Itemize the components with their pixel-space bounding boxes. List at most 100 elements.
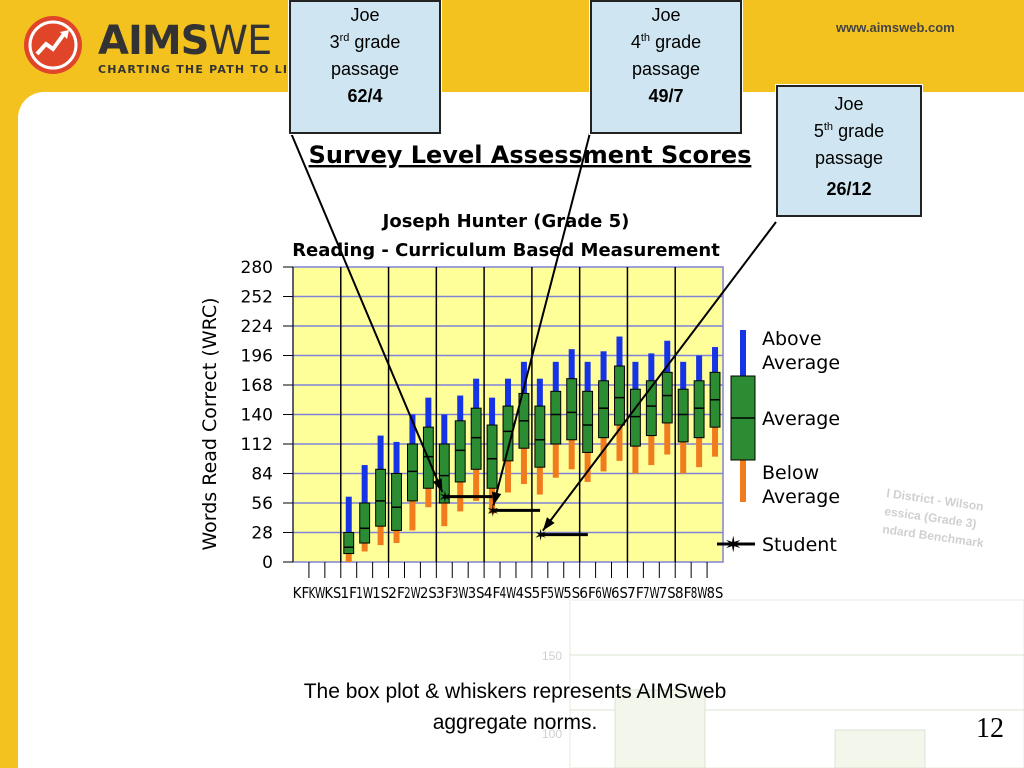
box-above-5F <box>536 378 543 407</box>
logo-wordmark-bold: AIMS <box>98 18 209 64</box>
callout-grade-5-name: Joe <box>834 94 864 114</box>
x-tick-label-7F: 7F <box>627 584 644 602</box>
x-tick-label-4S: 4S <box>516 584 533 602</box>
box-above-1W <box>361 465 368 503</box>
y-tick-label-196: 196 <box>241 347 273 367</box>
y-tick-label-280: 280 <box>241 258 273 278</box>
box-below-5S <box>568 439 575 470</box>
x-tick-label-1F: 1F <box>340 584 357 602</box>
callout-grade-4: Joe 4th grade passage 49/7 <box>590 0 742 134</box>
callout-grade-5-grade: 5th grade <box>778 118 920 145</box>
box-below-4F <box>489 488 496 514</box>
x-tick-label-KF: KF <box>293 584 310 602</box>
box-average-2F <box>391 473 402 531</box>
box-below-3F <box>441 503 448 527</box>
x-tick-label-5S: 5S <box>563 584 580 602</box>
box-below-3S <box>473 469 480 501</box>
y-tick-label-168: 168 <box>241 376 273 396</box>
x-tick-label-1S: 1S <box>372 584 389 602</box>
x-tick-label-4F: 4F <box>484 584 501 602</box>
box-above-7W <box>648 353 655 381</box>
box-above-4W <box>505 378 511 407</box>
x-tick-label-2W: 2W <box>404 584 421 602</box>
x-tick-label-KW: KW <box>309 584 326 602</box>
box-below-4W <box>505 460 511 493</box>
box-above-6S <box>616 336 623 367</box>
aimsweb-logo-icon <box>24 16 82 74</box>
box-average-3F <box>438 443 450 504</box>
box-below-1F <box>345 553 352 562</box>
pointer-arrow-5F <box>542 517 555 531</box>
box-below-4S <box>520 448 527 485</box>
x-tick-label-6W: 6W <box>595 584 612 602</box>
callout-grade-3-score: 62/4 <box>347 86 383 106</box>
x-tick-label-4W: 4W <box>500 584 517 602</box>
student-mark-4F: ✶ <box>486 501 499 520</box>
callout-grade-5: Joe 5th grade passage 26/12 <box>776 85 922 217</box>
logo-wordmark-light: WE <box>208 18 272 64</box>
box-average-1F <box>343 532 355 555</box>
website-url: www.aimsweb.com <box>836 20 955 35</box>
box-above-2W <box>409 414 416 444</box>
box-below-8F <box>680 441 687 474</box>
box-average-8W <box>693 380 705 439</box>
box-below-7S <box>664 422 671 455</box>
callout-grade-3-suffix: rd <box>339 32 350 44</box>
box-average-5S <box>566 378 578 441</box>
box-below-6S <box>616 425 623 461</box>
box-above-3F <box>441 414 448 444</box>
box-average-3W <box>454 420 466 483</box>
callout-grade-5-score: 26/12 <box>826 179 872 199</box>
legend-student-label-0: Student <box>762 534 837 556</box>
x-tick-label-6S: 6S <box>611 584 628 602</box>
y-axis-label: Words Read Correct (WRC) <box>199 297 221 550</box>
callout-grade-4-name: Joe <box>651 5 681 25</box>
callout-grade-5-passage: passage <box>814 148 884 168</box>
box-average-3S <box>470 407 482 470</box>
callout-grade-4-passage: passage <box>631 59 701 79</box>
legend-above-label-0: Above <box>762 328 822 350</box>
caption-line-2: aggregate norms. <box>432 711 598 734</box>
box-above-2S <box>425 397 432 428</box>
x-tick-label-5W: 5W <box>547 584 564 602</box>
box-below-1W <box>361 543 368 552</box>
x-tick-label-3W: 3W <box>452 584 469 602</box>
bg-graph-tick-150: 150 <box>542 649 562 663</box>
box-average-5W <box>550 390 562 445</box>
box-above-6F <box>584 361 591 392</box>
box-average-6F <box>582 390 594 453</box>
y-tick-label-56: 56 <box>251 494 273 514</box>
callout-grade-5-word: grade <box>838 121 885 141</box>
chart-subtitle-1: Joseph Hunter (Grade 5) <box>381 211 630 232</box>
box-above-8S <box>712 347 719 373</box>
x-tick-label-6F: 6F <box>579 584 596 602</box>
x-tick-label-1W: 1W <box>356 584 373 602</box>
x-tick-label-7W: 7W <box>643 584 660 602</box>
callout-grade-3-num: 3 <box>329 32 340 52</box>
box-below-7F <box>632 446 639 474</box>
y-tick-label-0: 0 <box>262 553 273 573</box>
x-tick-label-KS: KS <box>324 584 341 602</box>
box-average-7S <box>661 371 673 424</box>
y-tick-label-28: 28 <box>251 524 273 544</box>
x-tick-label-5F: 5F <box>531 584 548 602</box>
box-above-3W <box>457 395 464 421</box>
box-below-7W <box>648 435 655 466</box>
pointer-line-3F <box>290 132 444 493</box>
legend-student-mark: ✶ <box>724 533 742 558</box>
callout-grade-3-grade: 3rd grade <box>291 29 439 56</box>
legend-below-label-0: Below <box>762 462 819 484</box>
slide-number: 12 <box>976 713 1004 744</box>
callout-grade-3: Joe 3rd grade passage 62/4 <box>289 0 441 134</box>
callout-grade-4-word: grade <box>655 32 702 52</box>
box-average-5F <box>534 405 546 468</box>
chart-title: Survey Level Assessment Scores <box>309 141 752 169</box>
box-above-4S <box>520 361 527 394</box>
callout-grade-3-word: grade <box>354 32 401 52</box>
box-average-1W <box>359 502 371 544</box>
box-above-1F <box>345 496 352 533</box>
box-average-4F <box>486 424 498 489</box>
grade-separators <box>308 267 708 578</box>
